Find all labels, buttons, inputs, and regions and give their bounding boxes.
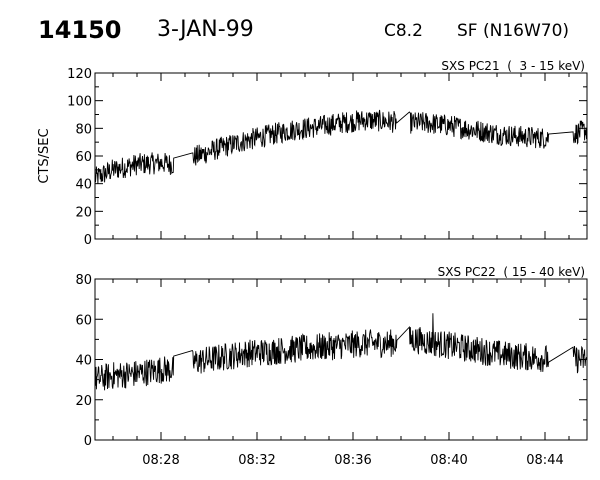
y-tick-label: 120 [67,67,92,82]
y-tick-label: 0 [84,434,92,449]
y-tick-label: 60 [75,150,92,165]
panel-title-1: SXS PC21 ( 3 - 15 keV) [441,59,585,73]
y-tick-label: 40 [75,178,92,193]
plot-frame-2 [94,278,588,441]
goes-class: C8.2 [384,21,423,41]
y-tick-label: 60 [75,313,92,328]
x-tick-label: 08:44 [526,453,563,468]
y-tick-label: 0 [84,233,92,248]
y-tick-label: 40 [75,354,92,369]
y-tick-label: 20 [75,394,92,409]
x-tick-label: 08:40 [430,453,467,468]
x-tick-label: 08:32 [238,453,275,468]
event-number: 14150 [38,16,122,44]
y-tick-label: 100 [67,95,92,110]
x-tick-label: 08:36 [334,453,371,468]
flare-location: SF (N16W70) [457,21,570,41]
panel-title-2: SXS PC22 ( 15 - 40 keV) [438,265,585,279]
y-tick-label: 80 [75,122,92,137]
y-tick-label: 20 [75,205,92,220]
y-tick-label: 80 [75,273,92,288]
plot-frame-1 [94,72,588,240]
series-line-2 [94,313,587,391]
y-axis-label: CTS/SEC [37,128,52,183]
x-tick-label: 08:28 [142,453,179,468]
event-date: 3-JAN-99 [157,17,254,42]
series-line-1 [94,109,587,185]
